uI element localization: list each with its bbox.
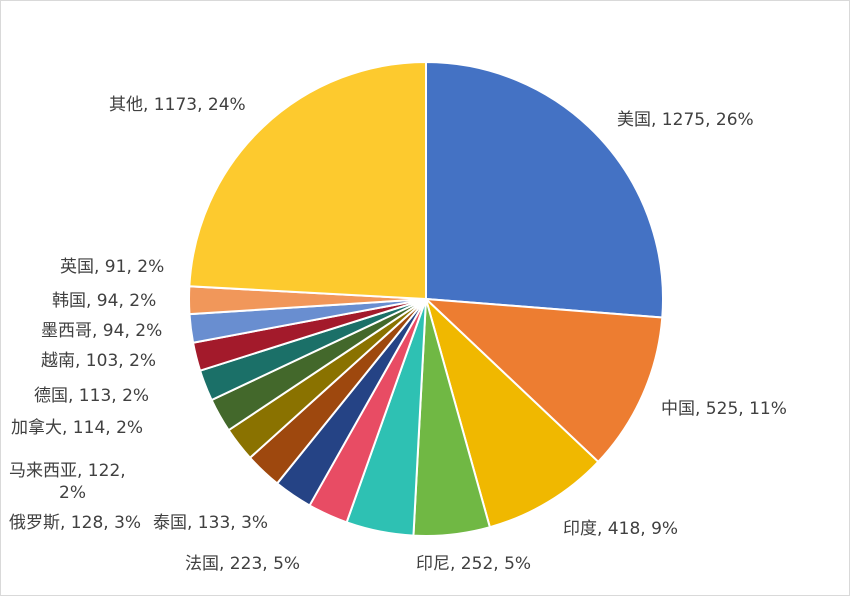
data-label-line: 2% — [59, 483, 86, 503]
data-label-slice-11: 越南, 103, 2% — [41, 351, 156, 371]
data-label-slice-4: 印尼, 252, 5% — [416, 554, 531, 574]
data-label-slice-3: 印度, 418, 9% — [563, 519, 678, 539]
data-label-slice-14: 英国, 91, 2% — [60, 257, 164, 277]
data-label-line: 泰国, 133, 3% — [153, 513, 268, 533]
data-label-line: 越南, 103, 2% — [41, 351, 156, 371]
data-label-slice-1: 美国, 1275, 26% — [617, 110, 754, 130]
data-label-slice-12: 墨西哥, 94, 2% — [41, 321, 162, 341]
pie-slices — [188, 60, 664, 537]
pie-slice-15 — [188, 60, 427, 301]
data-labels: 美国, 1275, 26% 中国, 525, 11% 印度, 418, 9% 印尼, … — [9, 95, 787, 574]
data-label-line: 其他, 1173, 24% — [109, 95, 246, 115]
data-label-slice-6: 泰国, 133, 3% — [153, 513, 268, 533]
pie-slice-2 — [423, 297, 664, 464]
data-label-line: 印度, 418, 9% — [563, 519, 678, 539]
data-label-slice-8: 马来西亚, 122, 2% — [9, 461, 126, 503]
data-label-line: 美国, 1275, 26% — [617, 110, 754, 130]
data-label-line: 英国, 91, 2% — [60, 257, 164, 277]
data-label-line: 俄罗斯, 128, 3% — [9, 513, 141, 533]
data-label-line: 韩国, 94, 2% — [52, 291, 156, 311]
data-label-line: 加拿大, 114, 2% — [11, 417, 143, 438]
data-label-line: 印尼, 252, 5% — [416, 554, 531, 574]
data-label-line: 墨西哥, 94, 2% — [41, 321, 162, 341]
data-label-slice-9: 加拿大, 114, 2% — [11, 417, 143, 438]
pie-slice-1 — [425, 60, 664, 319]
data-label-line: 中国, 525, 11% — [661, 399, 787, 419]
data-label-line: 马来西亚, 122, — [9, 461, 126, 481]
data-label-slice-2: 中国, 525, 11% — [661, 399, 787, 419]
data-label-slice-7: 俄罗斯, 128, 3% — [9, 513, 141, 533]
data-label-slice-5: 法国, 223, 5% — [185, 554, 300, 574]
data-label-slice-15: 其他, 1173, 24% — [109, 95, 246, 115]
data-label-line: 法国, 223, 5% — [185, 554, 300, 574]
data-label-slice-10: 德国, 113, 2% — [34, 386, 149, 406]
pie-slice-3 — [424, 295, 600, 529]
data-label-line: 德国, 113, 2% — [34, 386, 149, 406]
data-label-slice-13: 韩国, 94, 2% — [52, 291, 156, 311]
